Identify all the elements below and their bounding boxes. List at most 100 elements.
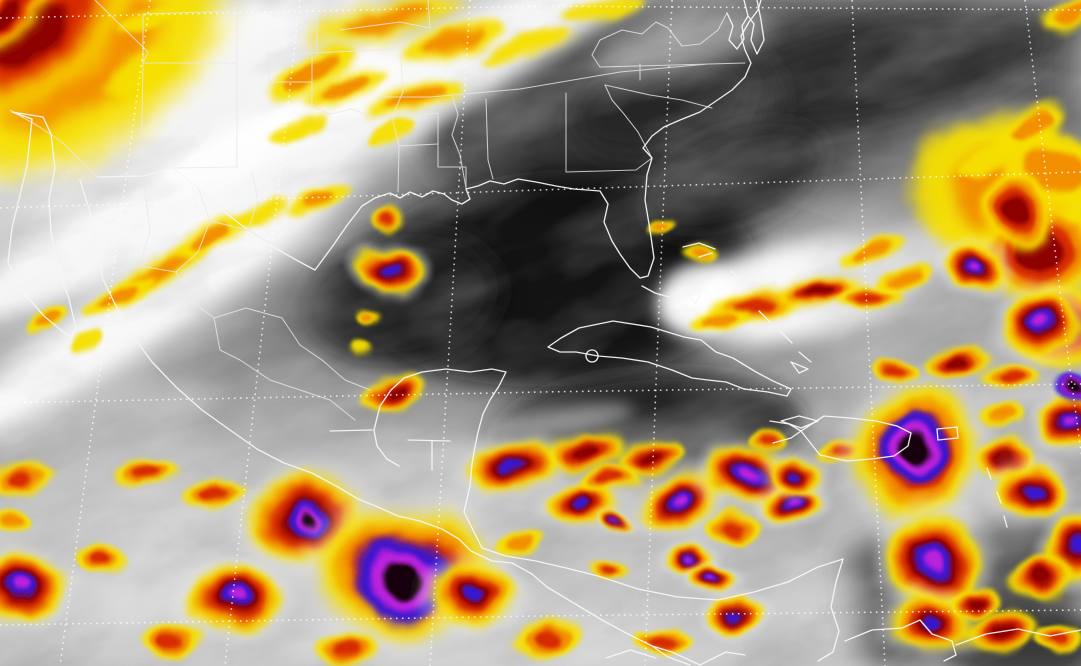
- convective-cell: [183, 479, 243, 509]
- convective-cell: [589, 560, 625, 580]
- convective-cell: [1053, 373, 1081, 399]
- convective-cell: [74, 544, 126, 576]
- cell-ring-red: [199, 487, 227, 501]
- meridian-line: [224, 0, 301, 666]
- cell-ring-orange: [988, 412, 1012, 424]
- convective-cell: [683, 562, 741, 598]
- convective-cell: [876, 501, 994, 619]
- cell-ring-orange: [704, 313, 740, 327]
- cell-ring-red: [885, 365, 905, 375]
- convective-cell: [978, 177, 1058, 247]
- convective-cell: [878, 586, 982, 664]
- convective-cell: [626, 465, 734, 535]
- convective-cell: [924, 345, 996, 379]
- convective-cell: [121, 8, 179, 36]
- cell-ring-dark_red: [967, 593, 987, 607]
- boundary-us-mexico-border-west: [9, 109, 98, 178]
- convective-cell: [366, 80, 464, 116]
- cell-ring-blue: [381, 263, 399, 277]
- cell-ring-magenta: [1034, 315, 1050, 329]
- boundaries-layer: [7, 0, 1081, 666]
- convective-cell: [699, 594, 767, 642]
- convective-cell: [565, 0, 645, 23]
- boundary-midwest-border-hints: [339, 0, 431, 31]
- cell-ring-red: [158, 633, 186, 649]
- convective-cell: [957, 143, 1013, 177]
- convective-cell: [774, 274, 866, 306]
- convective-cell: [880, 264, 932, 288]
- cell-ring-orange: [1008, 116, 1052, 144]
- convective-cell: [496, 532, 544, 558]
- parallel-line: [0, 609, 1081, 626]
- convective-cell: [315, 633, 375, 663]
- cell-ring-yellow: [271, 116, 329, 144]
- cell-ring-red: [598, 565, 616, 575]
- cell-ring-blue: [573, 498, 593, 512]
- cell-ring-black: [381, 559, 423, 597]
- cell-ring-yellow: [565, 0, 645, 23]
- convective-cell: [843, 235, 901, 265]
- convective-cell: [84, 277, 152, 319]
- cell-ring-orange: [651, 225, 669, 235]
- cell-ring-magenta: [707, 577, 717, 583]
- cell-ring-red: [88, 552, 112, 568]
- cell-ring-dark_red: [802, 283, 838, 297]
- convective-cell: [236, 197, 288, 227]
- convective-cell: [307, 0, 463, 47]
- cell-ring-magenta: [224, 593, 244, 607]
- cell-ring-red: [761, 435, 779, 445]
- convective-cell: [1012, 556, 1072, 600]
- convective-cell: [365, 120, 415, 144]
- boundary-mexico-pacific-coast: [79, 179, 691, 666]
- cell-ring-magenta: [786, 498, 798, 506]
- cell-ring-dark_red: [1030, 569, 1054, 587]
- cell-ring-orange: [855, 241, 889, 259]
- cell-ring-yellow: [365, 120, 415, 144]
- boundary-puerto-rico: [936, 426, 959, 441]
- cell-ring-blue: [918, 616, 942, 634]
- parallel-line: [0, 5, 1081, 19]
- cell-ring-magenta: [615, 518, 621, 522]
- convective-cell: [172, 556, 296, 644]
- convective-cell: [0, 545, 79, 631]
- convective-cell: [873, 359, 917, 381]
- convective-cell: [352, 346, 372, 358]
- cell-ring-red: [528, 631, 562, 649]
- boundary-chesapeake-delmarva: [726, 0, 765, 55]
- cell-ring-red: [598, 471, 626, 485]
- boundary-us-gulf-atlantic-coast: [96, 0, 762, 279]
- convective-cell: [0, 0, 55, 56]
- convective-cell: [451, 438, 569, 498]
- cell-ring-blue: [1067, 539, 1081, 557]
- boundary-georgia-southcarolina-border: [604, 84, 653, 159]
- cell-ring-orange: [423, 30, 487, 54]
- cell-ring-blue: [460, 586, 484, 604]
- cell-ring-orange: [1055, 4, 1081, 26]
- cell-ring-red: [133, 467, 163, 481]
- boundary-florida-keys: [641, 285, 670, 298]
- cell-ring-magenta: [10, 581, 30, 595]
- cell-ring-orange: [890, 268, 922, 284]
- cell-ring-orange: [0, 513, 24, 527]
- convective-cell: [761, 450, 833, 498]
- boundary-cuba: [547, 320, 792, 397]
- cell-ring-black: [1061, 380, 1077, 392]
- cell-ring-dark_red: [383, 385, 407, 399]
- meridian-line: [59, 0, 151, 666]
- cell-ring-magenta: [741, 469, 759, 481]
- convective-cell: [351, 241, 429, 299]
- boundary-new-mexico-borders: [140, 62, 238, 178]
- cell-ring-black: [300, 512, 316, 524]
- cell-ring-dark_red: [1002, 198, 1034, 226]
- cell-ring-blue: [1021, 484, 1043, 500]
- convective-cell: [142, 624, 202, 658]
- cell-ring-dark_red: [994, 450, 1018, 466]
- boundary-texas-oklahoma-arkansas-borders: [311, 81, 439, 193]
- cell-ring-orange: [359, 315, 375, 325]
- cell-ring-blue: [725, 612, 741, 624]
- cell-ring-orange: [97, 285, 139, 311]
- cell-ring-red: [858, 290, 886, 302]
